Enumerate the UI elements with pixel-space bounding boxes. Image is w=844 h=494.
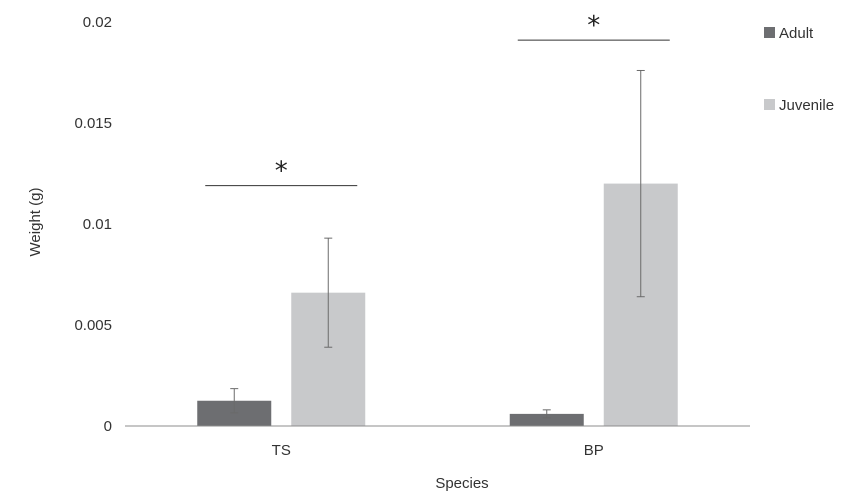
significance-marker: * xyxy=(205,157,358,187)
x-tick-label: TS xyxy=(272,442,291,459)
legend-item-adult: Adult xyxy=(764,25,814,42)
y-tick-label: 0 xyxy=(104,418,112,435)
y-tick-label: 0.02 xyxy=(83,14,112,31)
legend-item-juvenile: Juvenile xyxy=(764,97,834,114)
significance-marker: * xyxy=(517,11,670,41)
x-tick-label: BP xyxy=(584,442,604,459)
y-tick-label: 0.005 xyxy=(74,317,112,334)
error-bar xyxy=(230,388,239,414)
error-bar xyxy=(542,409,551,419)
legend-label: Juvenile xyxy=(779,97,834,114)
error-bar xyxy=(324,237,333,348)
legend-swatch xyxy=(764,27,775,38)
legend-label: Adult xyxy=(779,25,814,42)
legend-swatch xyxy=(764,99,775,110)
y-tick-label: 0.015 xyxy=(74,115,112,132)
y-tick-label: 0.01 xyxy=(83,216,112,233)
bar-adult-bp xyxy=(509,413,584,426)
x-axis-title: Species xyxy=(435,475,488,492)
svg-text:*: * xyxy=(587,11,600,41)
y-axis-title: Weight (g) xyxy=(27,188,44,257)
svg-text:*: * xyxy=(275,157,288,187)
error-bar xyxy=(636,69,645,298)
